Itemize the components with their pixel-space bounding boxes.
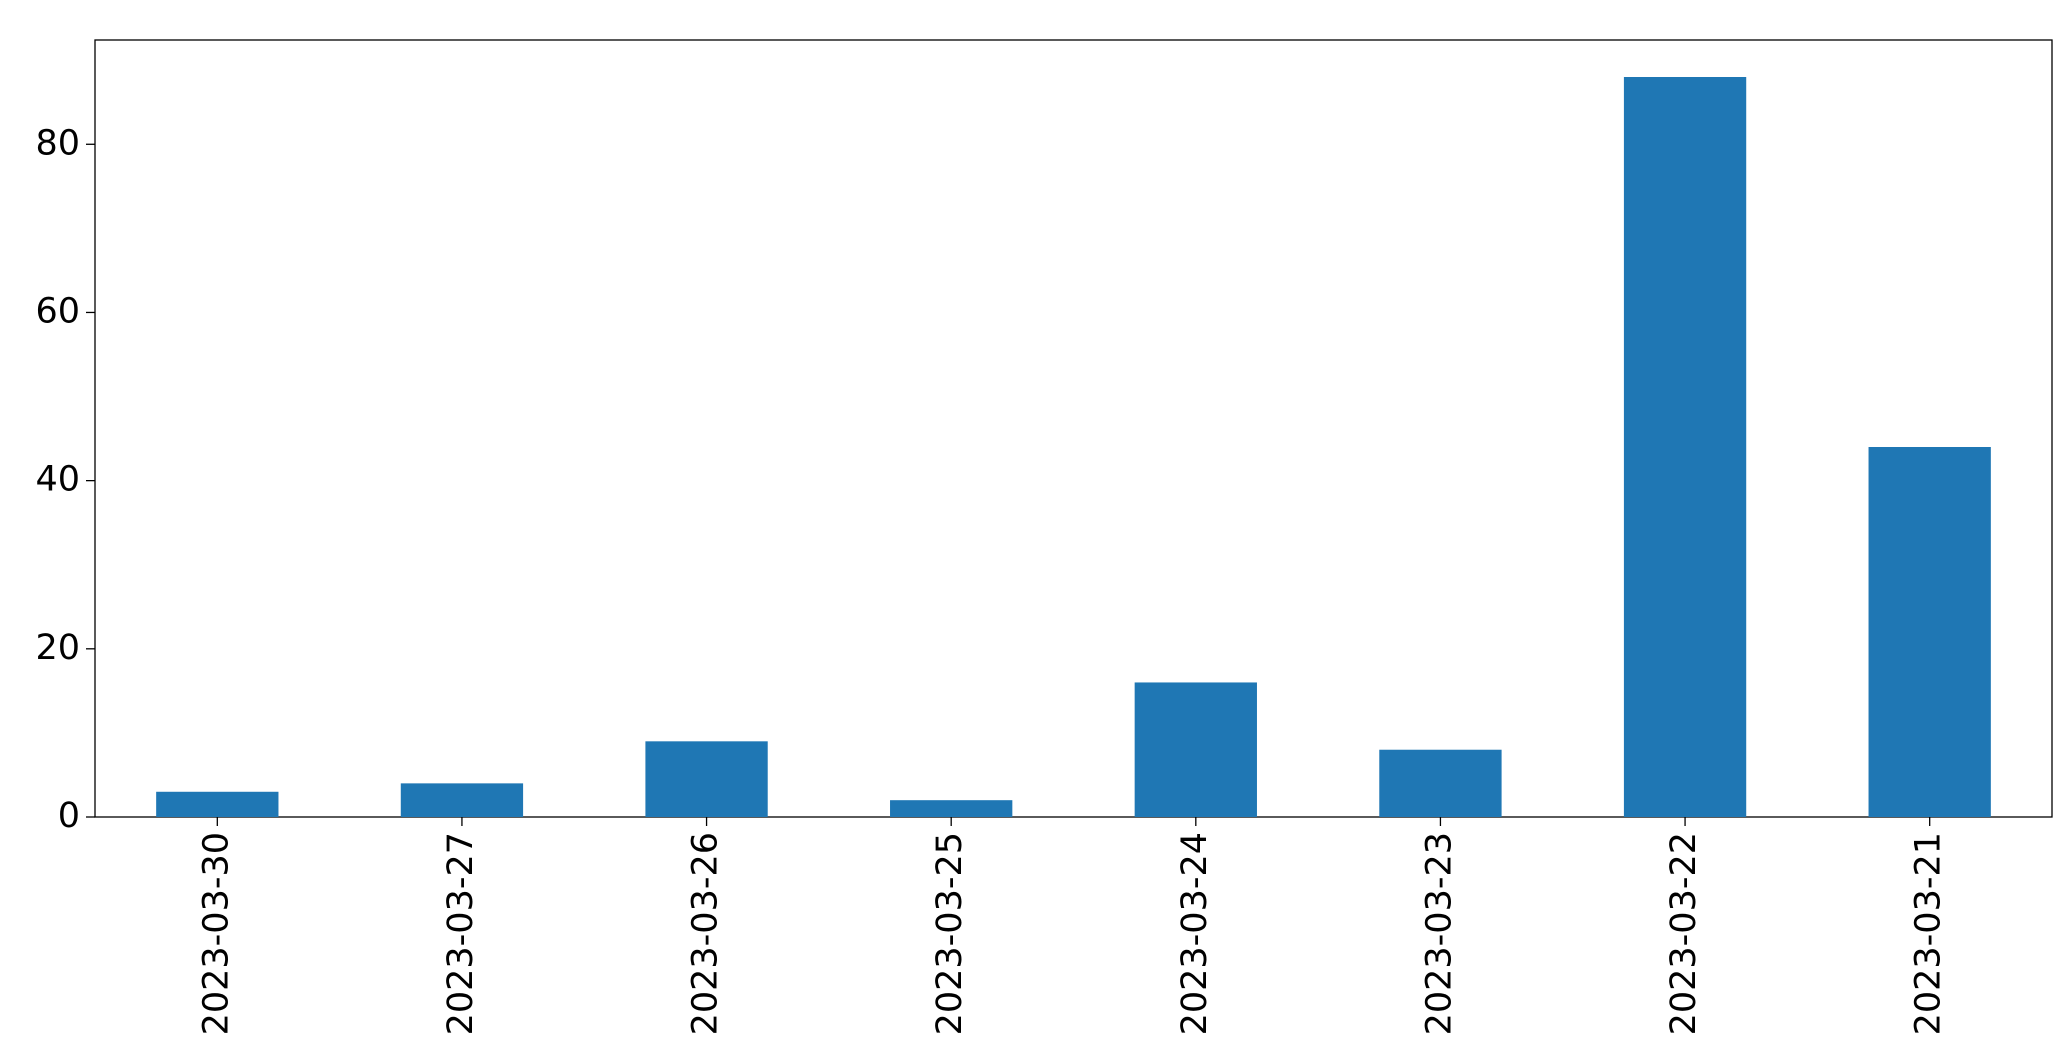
x-tick-label: 2023-03-25 <box>930 832 970 1035</box>
y-tick-label: 60 <box>35 291 80 331</box>
x-tick-label: 2023-03-24 <box>1175 832 1215 1035</box>
x-tick-label: 2023-03-21 <box>1909 832 1949 1035</box>
bar <box>1868 447 1991 817</box>
bar <box>890 800 1013 817</box>
x-tick-label: 2023-03-27 <box>441 832 481 1035</box>
bar <box>400 783 524 817</box>
bar <box>1379 749 1502 817</box>
bar <box>645 741 768 817</box>
y-tick-label: 20 <box>35 628 80 668</box>
bar <box>1134 682 1257 817</box>
plot-frame <box>94 39 2053 818</box>
x-tick-label: 2023-03-30 <box>196 832 236 1035</box>
y-tick-label: 80 <box>35 123 80 163</box>
bar <box>1623 77 1747 817</box>
x-tick-label: 2023-03-22 <box>1664 832 1704 1035</box>
x-tick-label: 2023-03-26 <box>686 832 726 1035</box>
y-tick-label: 0 <box>58 796 80 836</box>
y-tick-label: 40 <box>35 460 80 500</box>
bar <box>156 791 279 817</box>
x-tick-label: 2023-03-23 <box>1419 832 1459 1035</box>
